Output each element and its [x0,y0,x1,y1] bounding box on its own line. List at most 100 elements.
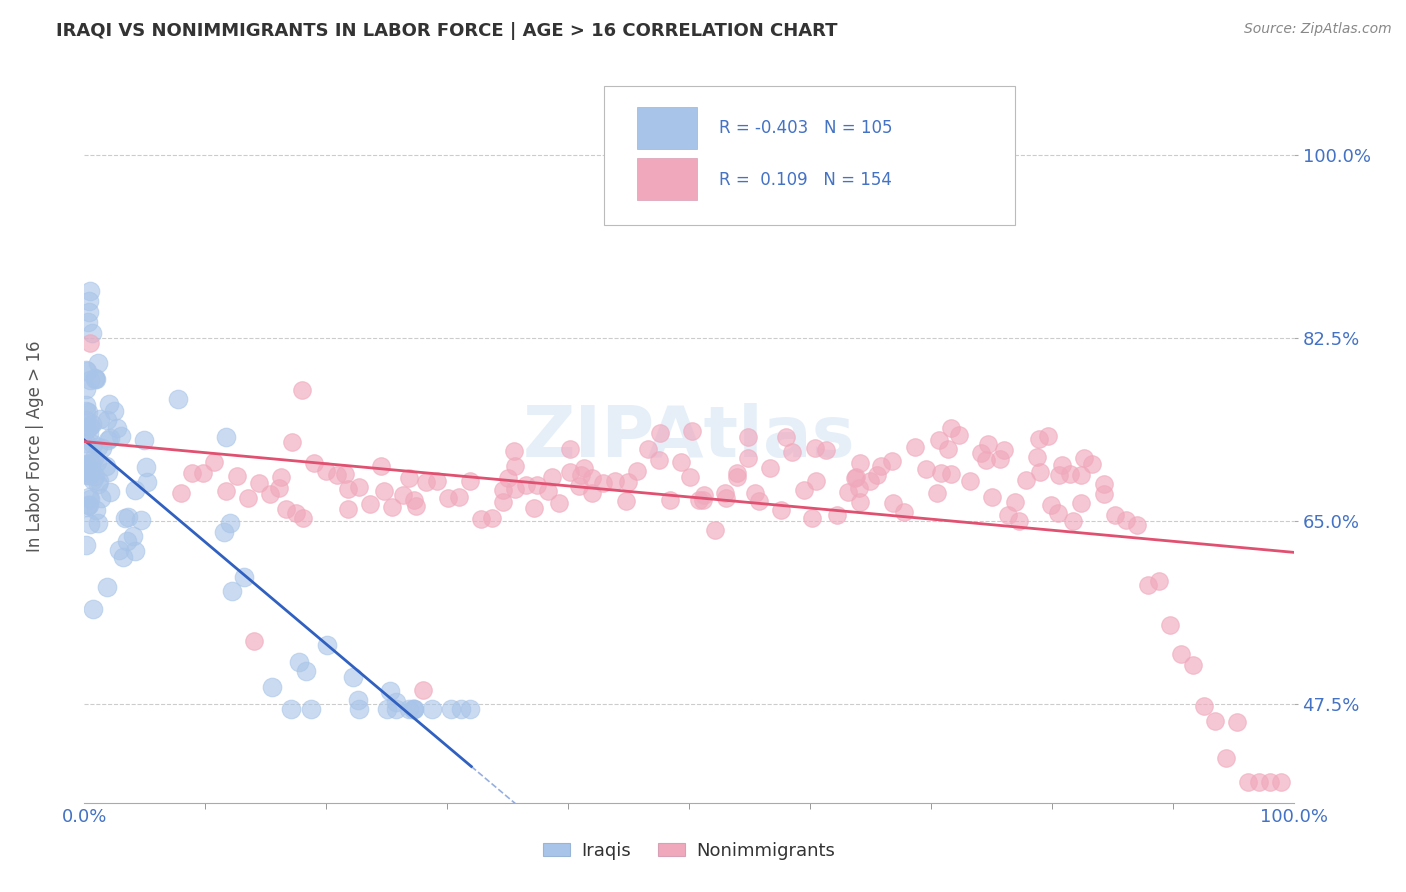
Point [75,404,97,418]
Point [76,498,98,512]
Point [84,468,107,483]
Point [77,490,100,504]
Point [848,481,870,495]
Point [1059,467,1081,481]
Point [80,326,103,340]
Point [89,412,111,426]
Point [84,503,107,517]
Point [94,458,117,473]
Point [80,457,103,471]
Point [86,455,108,469]
Point [1028,433,1050,447]
Point [335,467,357,482]
Legend: Iraqis, Nonimmigrants: Iraqis, Nonimmigrants [536,835,842,867]
Point [259,486,281,500]
Point [325,467,347,482]
Point [470,512,492,526]
Point [385,702,408,716]
Point [292,510,315,524]
Point [247,476,270,491]
Point [214,483,236,498]
Point [370,458,392,473]
Point [337,502,360,516]
Point [914,461,936,475]
Point [775,430,797,444]
Point [1025,450,1047,465]
Point [737,451,759,466]
Point [79,284,101,298]
Point [76,465,98,479]
Point [523,500,546,515]
Point [114,511,136,525]
Point [1062,514,1084,528]
Point [1137,578,1160,592]
Point [79,418,101,433]
Point [91,441,114,455]
Point [959,474,981,488]
Point [262,680,284,694]
Point [866,467,889,482]
Point [219,516,242,530]
Point [402,702,425,716]
Point [814,443,837,458]
Point [993,443,1015,458]
Point [481,511,503,525]
Point [193,467,215,481]
FancyBboxPatch shape [605,86,1015,225]
Point [977,436,1000,450]
Point [804,475,827,489]
Text: R = -0.403   N = 105: R = -0.403 N = 105 [720,120,893,137]
Point [110,428,132,442]
Point [84,372,107,386]
Point [569,467,592,482]
Point [359,497,381,511]
Point [426,475,449,489]
Point [86,356,108,370]
Point [103,404,125,418]
Point [80,457,103,471]
Point [692,493,714,508]
Point [82,474,104,488]
Point [267,481,290,495]
Point [79,516,101,531]
Point [124,483,146,498]
Point [420,702,443,716]
Point [515,478,537,492]
Point [725,466,748,480]
Point [75,436,97,450]
Point [581,485,603,500]
Point [572,461,595,475]
Point [1181,657,1204,672]
Point [1029,465,1052,479]
Point [404,493,426,508]
Text: In Labor Force | Age > 16: In Labor Force | Age > 16 [27,340,44,552]
Point [299,702,322,716]
Point [882,454,904,468]
Point [849,457,872,471]
Point [568,479,591,493]
Point [75,457,97,471]
Point [96,413,118,427]
Point [688,492,710,507]
Point [75,363,97,377]
Point [373,484,395,499]
Point [1092,487,1115,501]
Point [1215,750,1237,764]
Point [845,470,868,484]
Point [928,434,950,448]
Point [415,475,437,489]
Text: IRAQI VS NONIMMIGRANTS IN LABOR FORCE | AGE > 16 CORRELATION CHART: IRAQI VS NONIMMIGRANTS IN LABOR FORCE | … [56,22,838,40]
Point [859,474,882,488]
Point [75,398,97,412]
Point [450,702,472,716]
Point [1237,775,1260,789]
Point [792,483,814,497]
Point [304,456,326,470]
Point [648,453,671,467]
Point [76,500,98,515]
Point [242,633,264,648]
Point [782,445,804,459]
Point [97,433,120,447]
Point [87,474,110,488]
Point [458,474,481,488]
